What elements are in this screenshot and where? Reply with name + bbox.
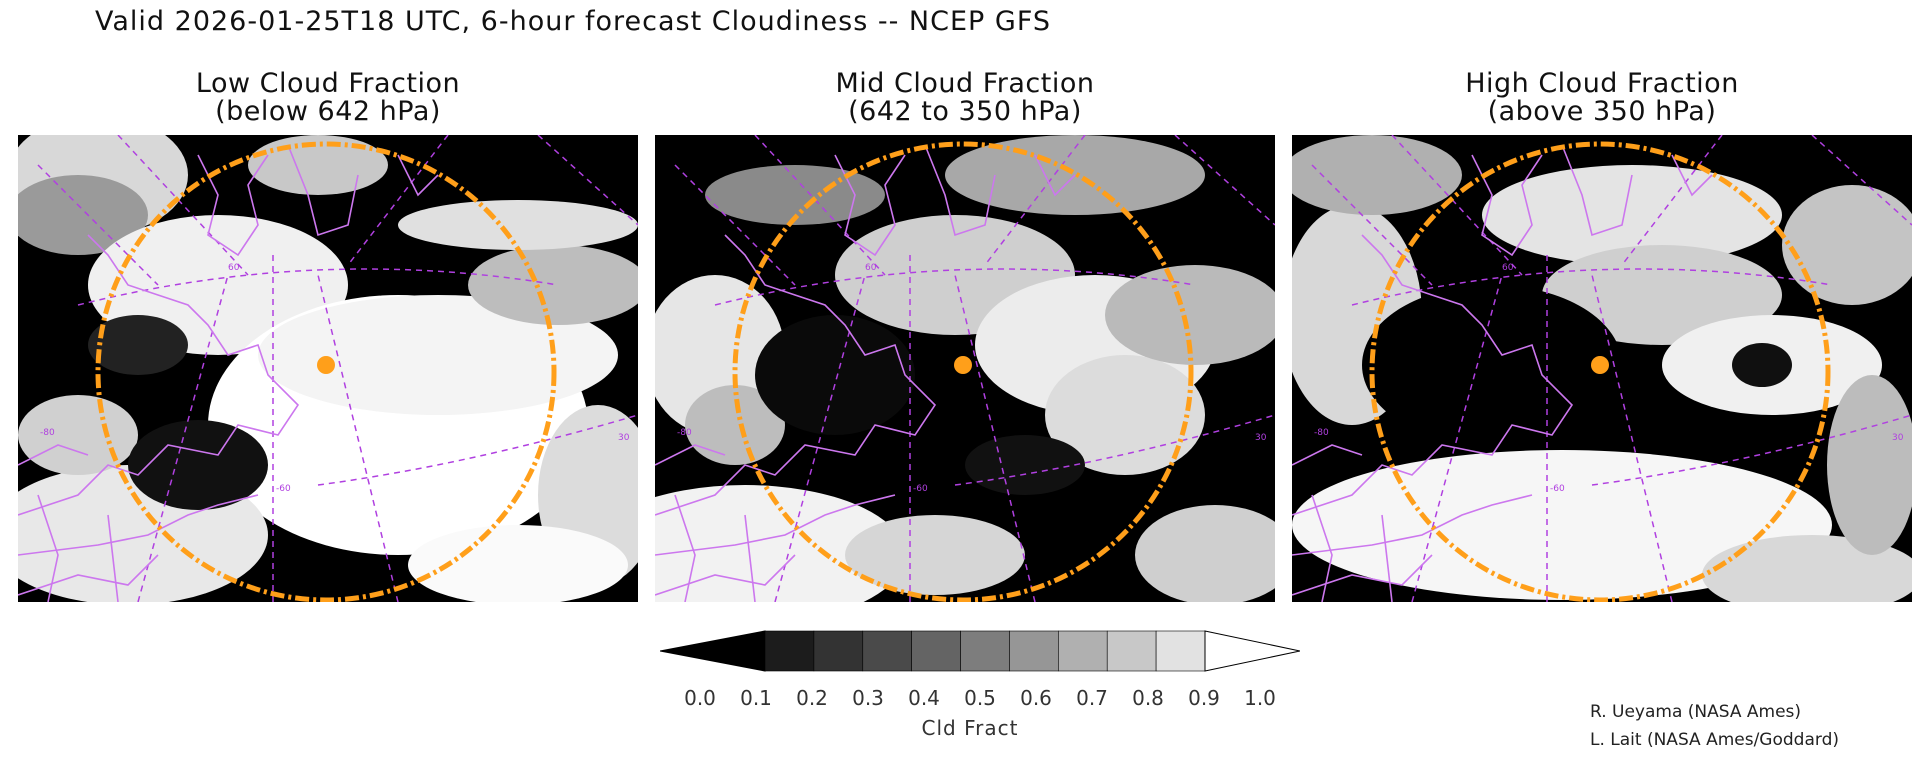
colorbar-tick-label: 0.5 (964, 686, 996, 710)
colorbar-swatch (911, 630, 961, 672)
colorbar-tick-label: 0.2 (796, 686, 828, 710)
cloud-field (1292, 135, 1912, 602)
svg-text:-80: -80 (677, 428, 692, 438)
svg-text:-80: -80 (40, 428, 55, 438)
svg-text:30: 30 (1892, 433, 1904, 443)
colorbar-tick-label: 0.1 (740, 686, 772, 710)
credit-line-1: R. Ueyama (NASA Ames) (1590, 702, 1802, 722)
svg-text:60: 60 (228, 263, 240, 273)
colorbar-ticks: 0.0 0.1 0.2 0.3 0.4 0.5 0.6 0.7 0.8 0.9 1.0 (660, 686, 1280, 710)
colorbar-swatch (1155, 630, 1206, 672)
credits: R. Ueyama (NASA Ames) L. Lait (NASA Ames… (1590, 698, 1839, 754)
map-axis-labels: 60 -60 -80 30 (677, 263, 1267, 494)
colorbar-tick-label: 0.4 (908, 686, 940, 710)
graticule (674, 135, 1275, 602)
main-title: Valid 2026-01-25T18 UTC, 6-hour forecast… (95, 6, 1052, 37)
map-axis-labels: 60 -60 -80 30 (40, 263, 630, 494)
colorbar-scale (659, 630, 1301, 672)
high-cloud-panel: High Cloud Fraction (above 350 hPa) (1292, 68, 1912, 602)
coastlines (18, 144, 439, 602)
mid-cloud-panel-title: Mid Cloud Fraction (642 to 350 hPa) (835, 68, 1095, 127)
svg-text:-60: -60 (276, 484, 291, 494)
low-cloud-panel-title: Low Cloud Fraction (below 642 hPa) (195, 68, 461, 127)
site-marker (317, 356, 335, 374)
range-ring (1369, 141, 1831, 602)
svg-text:30: 30 (618, 433, 630, 443)
high-cloud-map: 60 -60 -80 30 (1292, 135, 1912, 602)
coastlines (655, 144, 1076, 602)
mid-cloud-panel: Mid Cloud Fraction (642 to 350 hPa) (655, 68, 1275, 602)
colorbar-swatch (1009, 630, 1059, 672)
colorbar-tick-label: 0.7 (1076, 686, 1108, 710)
colorbar-swatch (960, 630, 1010, 672)
cloud-field (18, 135, 638, 602)
colorbar-tick-label: 0.9 (1188, 686, 1220, 710)
site-marker (954, 356, 972, 374)
svg-text:-60: -60 (913, 484, 928, 494)
range-ring (95, 141, 557, 602)
svg-text:-60: -60 (1550, 484, 1565, 494)
low-cloud-panel: Low Cloud Fraction (below 642 hPa) (18, 68, 638, 602)
colorbar-swatch (862, 630, 912, 672)
colorbar-swatch (1058, 630, 1108, 672)
svg-text:60: 60 (865, 263, 877, 273)
colorbar-swatches (659, 630, 1301, 672)
colorbar-tick-label: 0.6 (1020, 686, 1052, 710)
colorbar-label: Cld Fract (921, 716, 1019, 740)
coastlines (1292, 144, 1713, 602)
map-axis-labels: 60 -60 -80 30 (1314, 263, 1904, 494)
colorbar-swatch (659, 630, 766, 672)
mid-cloud-map: 60 -60 -80 30 (655, 135, 1275, 602)
svg-text:30: 30 (1255, 433, 1267, 443)
colorbar-swatch (813, 630, 864, 672)
colorbar-tick-label: 0.8 (1132, 686, 1164, 710)
svg-text:60: 60 (1502, 263, 1514, 273)
svg-text:-80: -80 (1314, 428, 1329, 438)
low-cloud-map: 60 -60 -80 30 (18, 135, 638, 602)
colorbar-tick-label: 1.0 (1244, 686, 1276, 710)
high-cloud-panel-title: High Cloud Fraction (above 350 hPa) (1465, 68, 1739, 127)
credit-line-2: L. Lait (NASA Ames/Goddard) (1590, 730, 1839, 750)
colorbar: 0.0 0.1 0.2 0.3 0.4 0.5 0.6 0.7 0.8 0.9 1.0 Cld Fr… (659, 628, 1301, 740)
colorbar-tick-label: 0.3 (852, 686, 884, 710)
colorbar-swatch (1204, 630, 1301, 672)
colorbar-swatch (764, 630, 815, 672)
range-ring (732, 141, 1194, 602)
colorbar-swatch (1106, 630, 1157, 672)
colorbar-tick-label: 0.0 (684, 686, 716, 710)
site-marker (1591, 356, 1609, 374)
